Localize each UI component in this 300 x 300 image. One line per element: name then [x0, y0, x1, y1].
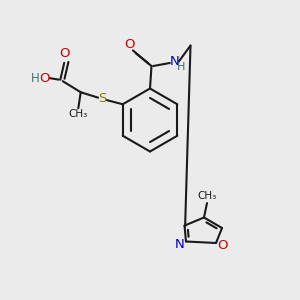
Text: H: H: [177, 61, 186, 72]
Text: N: N: [170, 55, 179, 68]
Text: O: O: [125, 38, 135, 51]
Text: S: S: [98, 92, 106, 105]
Text: O: O: [40, 72, 50, 85]
Text: N: N: [175, 238, 185, 251]
Text: O: O: [59, 47, 70, 60]
Text: H: H: [31, 72, 40, 85]
Text: O: O: [217, 239, 227, 252]
Text: CH₃: CH₃: [197, 190, 217, 201]
Text: CH₃: CH₃: [69, 109, 88, 119]
